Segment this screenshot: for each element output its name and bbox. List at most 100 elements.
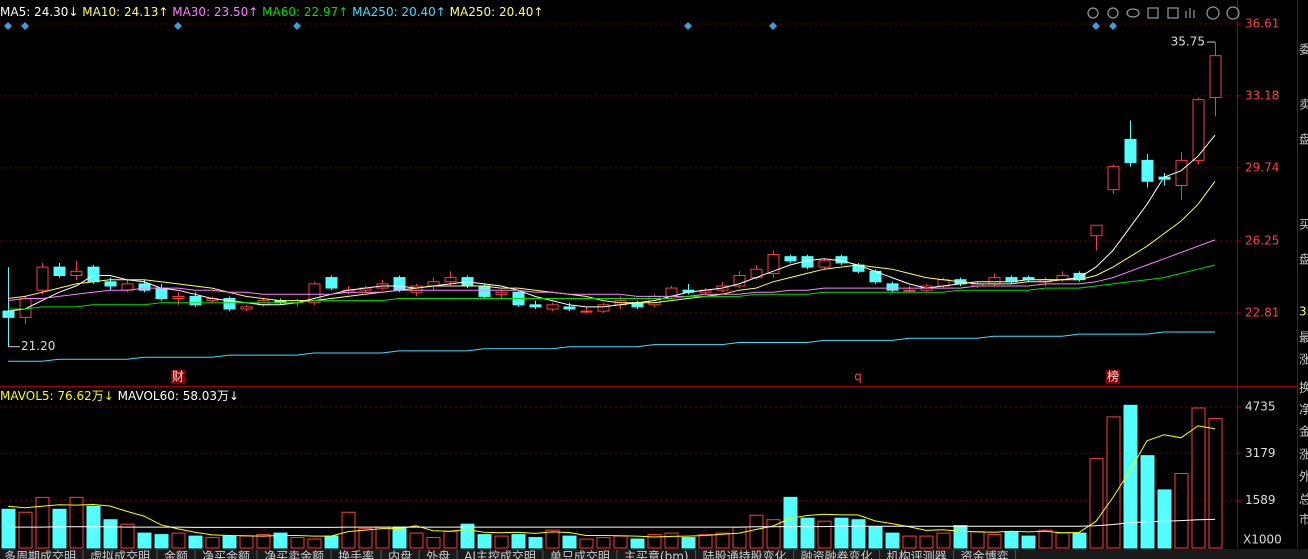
volume-bar — [834, 517, 849, 549]
spacer — [543, 5, 547, 19]
tab[interactable]: 机构评测器 — [887, 549, 947, 559]
tab[interactable]: 融资融券变化 — [801, 549, 873, 559]
side-panel-text: 市 — [1299, 512, 1308, 527]
legend-entry: MA10: 24.13↑ — [82, 5, 168, 19]
side-panel-text: 卖 — [1299, 98, 1308, 112]
refresh-icon[interactable] — [1107, 7, 1119, 19]
volume-bar — [494, 535, 509, 549]
settings-icon[interactable] — [1087, 7, 1099, 19]
volume-bar — [732, 526, 747, 549]
volume-bar — [596, 537, 611, 549]
legend-entry: MAVOL60: 58.03万↓ — [118, 389, 239, 403]
event-marker: 榜 — [1107, 369, 1119, 384]
volume-bar — [205, 537, 220, 549]
tab[interactable]: AI主控成交明 — [464, 549, 536, 559]
event-diamond — [293, 22, 301, 30]
volume-bar — [800, 517, 815, 549]
volume-bar — [120, 523, 135, 549]
candle-body — [172, 295, 185, 300]
side-panel-text: 涨 — [1299, 352, 1308, 367]
candle-body — [1141, 159, 1154, 182]
candle-body — [818, 260, 831, 268]
tab[interactable]: 陆股通持股变化 — [703, 549, 787, 559]
volume-bar — [1072, 532, 1087, 549]
ma-line — [7, 239, 1216, 302]
candle-body — [19, 298, 32, 318]
volume-bar — [443, 531, 458, 549]
unit-label: X1000 — [1243, 533, 1282, 547]
y-tick-label: 36.61 — [1245, 17, 1279, 31]
ma-line — [7, 181, 1216, 304]
side-panel-text: 金 — [1299, 424, 1308, 439]
volume-bar — [1174, 473, 1189, 549]
volume-bar — [868, 526, 883, 549]
volume-bar — [919, 535, 934, 549]
tab[interactable]: 换手率 — [338, 549, 374, 559]
mavol-line — [7, 425, 1216, 538]
volume-bar — [647, 534, 662, 549]
volume-bar — [953, 525, 968, 549]
ma-line — [8, 264, 1216, 310]
event-marker-bg — [171, 370, 185, 384]
tab[interactable]: 外盘 — [426, 549, 450, 559]
side-panel-text: 盘 — [1299, 252, 1308, 267]
tab[interactable]: 金额 — [164, 549, 188, 559]
volume-bar — [630, 538, 645, 549]
side-panel-text: 涨 — [1299, 447, 1308, 462]
volume-bar — [171, 532, 186, 549]
volume-bar — [715, 532, 730, 549]
side-panel-text: 换 — [1299, 381, 1308, 395]
legend-entry: MA5: 24.30↓ — [0, 5, 78, 19]
candle-body — [563, 306, 576, 310]
candle-body — [308, 283, 321, 304]
legend-entry: MA30: 23.50↑ — [172, 5, 258, 19]
event-diamond — [4, 22, 12, 30]
tab[interactable]: 资金博弈 — [961, 549, 1009, 559]
volume-bar — [460, 523, 475, 549]
volume-bar — [817, 520, 832, 549]
tab[interactable]: 净买金额 — [202, 549, 250, 559]
volume-bar — [341, 511, 356, 549]
tab[interactable]: 虚拟成交明 — [90, 549, 150, 559]
candle-body — [1209, 55, 1222, 99]
candle-body — [1107, 166, 1120, 191]
volume-bar — [1140, 455, 1155, 549]
volume-bar — [1, 508, 16, 549]
volume-bar — [902, 535, 917, 549]
tab[interactable]: 单只成交明 — [550, 549, 610, 559]
tab[interactable]: 多周期成交明 — [4, 549, 76, 559]
tab[interactable]: 主买意(bm) — [624, 549, 689, 559]
mavol-line — [8, 518, 1216, 528]
low-label: 21.20 — [21, 339, 55, 353]
volume-bar — [307, 538, 322, 549]
volume-bar — [681, 537, 696, 549]
y-tick-label: 33.18 — [1245, 88, 1279, 102]
event-marker: 财 — [172, 370, 184, 384]
volume-bar — [137, 532, 152, 549]
hand-icon[interactable] — [1185, 8, 1195, 18]
candle-body — [155, 287, 168, 300]
tab[interactable]: 内盘 — [388, 549, 412, 559]
bag-icon[interactable] — [1147, 7, 1159, 19]
zoom-in-icon[interactable] — [1206, 6, 1220, 20]
view-icon[interactable] — [1126, 8, 1140, 18]
volume-bar — [987, 534, 1002, 549]
home-icon[interactable] — [1167, 7, 1179, 19]
volume-bar — [545, 529, 560, 549]
volume-bar — [1157, 489, 1172, 549]
volume-bar — [239, 535, 254, 549]
volume-bar — [1089, 458, 1104, 549]
candle-body — [1124, 138, 1137, 163]
volume-bar — [1038, 529, 1053, 549]
volume-bar — [273, 532, 288, 549]
volume-bar — [188, 535, 203, 549]
side-panel-text: 35 — [1299, 305, 1308, 319]
event-diamond — [1109, 22, 1117, 30]
event-diamond — [769, 22, 777, 30]
volume-bar — [103, 519, 118, 549]
tab[interactable]: 净买卖金额 — [264, 549, 324, 559]
zoom-out-icon[interactable] — [1226, 6, 1240, 20]
volume-bar — [1208, 417, 1223, 549]
event-diamond — [21, 22, 29, 30]
candle-body — [87, 266, 100, 283]
